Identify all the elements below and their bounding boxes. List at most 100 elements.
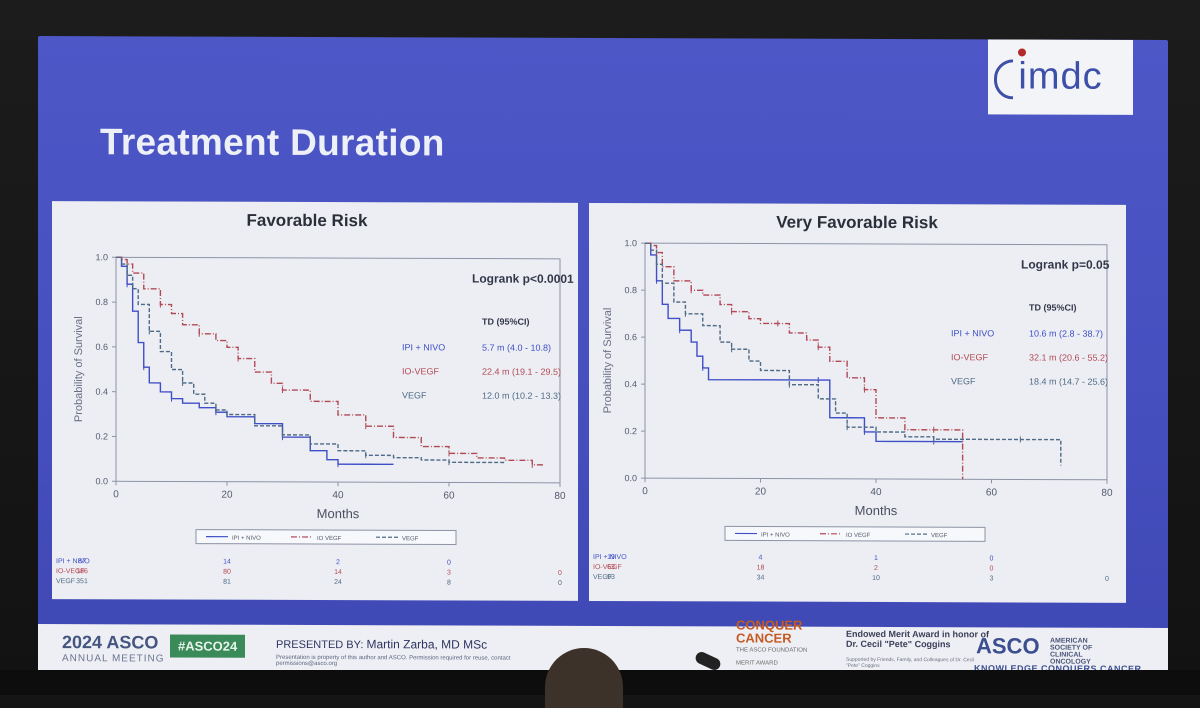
x-axis-label: Months xyxy=(317,506,360,521)
y-tick-label: 0.8 xyxy=(624,285,637,295)
legend-label-ipi_nivo: IPI + NIVO xyxy=(232,536,261,542)
risk-value: 14 xyxy=(334,569,342,576)
imdc-logo: imdc xyxy=(988,39,1133,115)
risk-value: 3 xyxy=(990,575,994,582)
footer-asco: ASCO xyxy=(106,632,158,652)
asco-logo: ASCO xyxy=(976,633,1040,659)
y-tick-label: 0.4 xyxy=(624,379,637,389)
y-tick-label: 0.6 xyxy=(624,332,637,342)
td-label-io_vegf: IO-VEGF xyxy=(402,366,440,376)
y-tick-label: 0.8 xyxy=(95,297,108,307)
y-axis-label: Probability of Survival xyxy=(602,308,614,414)
y-tick-label: 0.4 xyxy=(95,387,108,397)
risk-value: 19 xyxy=(607,554,615,561)
risk-value: 0 xyxy=(1105,576,1109,583)
risk-value: 0 xyxy=(558,570,562,577)
footer-annual-meeting: ANNUAL MEETING xyxy=(62,653,165,664)
risk-value: 8 xyxy=(447,579,451,586)
footer-year: 2024 xyxy=(62,632,102,652)
risk-value: 80 xyxy=(223,569,231,576)
risk-value: 1 xyxy=(874,555,878,562)
x-tick-label: 60 xyxy=(443,490,455,501)
x-tick-label: 80 xyxy=(1101,488,1113,499)
td-value-vegf: 12.0 m (10.2 - 13.3) xyxy=(482,391,561,401)
x-tick-label: 0 xyxy=(642,486,648,497)
legend-label-io_vegf: IO VEGF xyxy=(317,536,342,542)
legend-label-vegf: VEGF xyxy=(402,536,419,542)
asco-society-name: AMERICAN SOCIETY OF CLINICAL ONCOLOGY xyxy=(1050,638,1120,666)
risk-value: 0 xyxy=(990,555,994,562)
survival-curve-ipi_nivo xyxy=(116,257,394,464)
risk-value: 186 xyxy=(76,568,88,575)
x-tick-label: 60 xyxy=(986,487,998,498)
y-axis-label: Probability of Survival xyxy=(73,316,85,422)
risk-value: 63 xyxy=(607,564,615,571)
chart-title: Favorable Risk xyxy=(247,211,368,230)
td-value-ipi_nivo: 10.6 m (2.8 - 38.7) xyxy=(1029,328,1103,338)
foundation-text: THE ASCO FOUNDATION xyxy=(736,644,807,657)
chart-title: Very Favorable Risk xyxy=(776,213,938,233)
risk-row-label-vegf: VEGF xyxy=(56,578,75,585)
risk-value: 0 xyxy=(447,559,451,566)
risk-value: 2 xyxy=(336,559,340,566)
risk-value: 351 xyxy=(76,578,88,585)
merit-text: MERIT AWARD xyxy=(736,657,807,670)
legend-label-ipi_nivo: IPI + NIVO xyxy=(761,533,790,539)
td-label-vegf: VEGF xyxy=(951,376,976,386)
x-tick-label: 40 xyxy=(332,490,344,501)
survival-curve-ipi_nivo xyxy=(645,243,963,442)
risk-value: 24 xyxy=(334,579,342,586)
y-tick-label: 0.2 xyxy=(95,431,108,441)
risk-value: 10 xyxy=(872,575,880,582)
risk-value: 2 xyxy=(874,565,878,572)
td-label-ipi_nivo: IPI + NIVO xyxy=(402,342,445,352)
y-tick-label: 1.0 xyxy=(95,252,108,262)
risk-value: 87 xyxy=(78,558,86,565)
y-tick-label: 1.0 xyxy=(624,238,637,248)
risk-value: 3 xyxy=(447,569,451,576)
logo-text: imdc xyxy=(1018,55,1102,98)
td-header: TD (95%CI) xyxy=(1029,302,1077,312)
support-text: Supported by Friends, Family, and Collea… xyxy=(846,657,986,669)
td-label-vegf: VEGF xyxy=(402,390,427,400)
award-text: Endowed Merit Award in honor of Dr. Ceci… xyxy=(846,629,996,650)
legend-label-io_vegf: IO VEGF xyxy=(846,533,871,539)
y-tick-label: 0.0 xyxy=(95,476,108,486)
risk-value: 4 xyxy=(759,555,763,562)
x-tick-label: 80 xyxy=(554,491,566,502)
td-value-io_vegf: 32.1 m (20.6 - 55.2) xyxy=(1029,352,1108,362)
survival-curve-vegf xyxy=(645,243,1061,465)
asco-meeting-logo: 2024 ASCO ANNUAL MEETING xyxy=(62,632,165,664)
hashtag-badge: #ASCO24 xyxy=(170,634,245,657)
risk-value: 0 xyxy=(558,580,562,587)
copyright-note: Presentation is property of this author … xyxy=(276,655,546,668)
legend-label-vegf: VEGF xyxy=(931,533,948,539)
cancer-text: CANCER xyxy=(736,630,792,645)
td-value-vegf: 18.4 m (14.7 - 25.6) xyxy=(1029,376,1108,386)
td-label-ipi_nivo: IPI + NIVO xyxy=(951,328,994,338)
y-tick-label: 0.6 xyxy=(95,342,108,352)
td-value-io_vegf: 22.4 m (19.1 - 29.5) xyxy=(482,367,561,377)
logo-arc-icon xyxy=(994,59,1013,99)
x-tick-label: 20 xyxy=(221,490,233,501)
risk-value: 93 xyxy=(607,574,615,581)
survival-curve-io_vegf xyxy=(116,257,543,465)
x-tick-label: 40 xyxy=(870,487,882,498)
td-label-io_vegf: IO-VEGF xyxy=(951,352,989,362)
td-header: TD (95%CI) xyxy=(482,317,530,327)
risk-value: 18 xyxy=(757,565,765,572)
slide-title: Treatment Duration xyxy=(100,121,445,164)
x-tick-label: 20 xyxy=(755,487,767,498)
logrank-annotation: Logrank p<0.0001 xyxy=(472,272,574,286)
logrank-annotation: Logrank p=0.05 xyxy=(1021,257,1110,271)
presented-by-label: PRESENTED BY: xyxy=(276,639,363,651)
y-tick-label: 0.2 xyxy=(624,426,637,436)
risk-value: 34 xyxy=(757,575,765,582)
y-tick-label: 0.0 xyxy=(624,473,637,483)
risk-value: 14 xyxy=(223,559,231,566)
survival-curve-vegf xyxy=(116,257,505,462)
